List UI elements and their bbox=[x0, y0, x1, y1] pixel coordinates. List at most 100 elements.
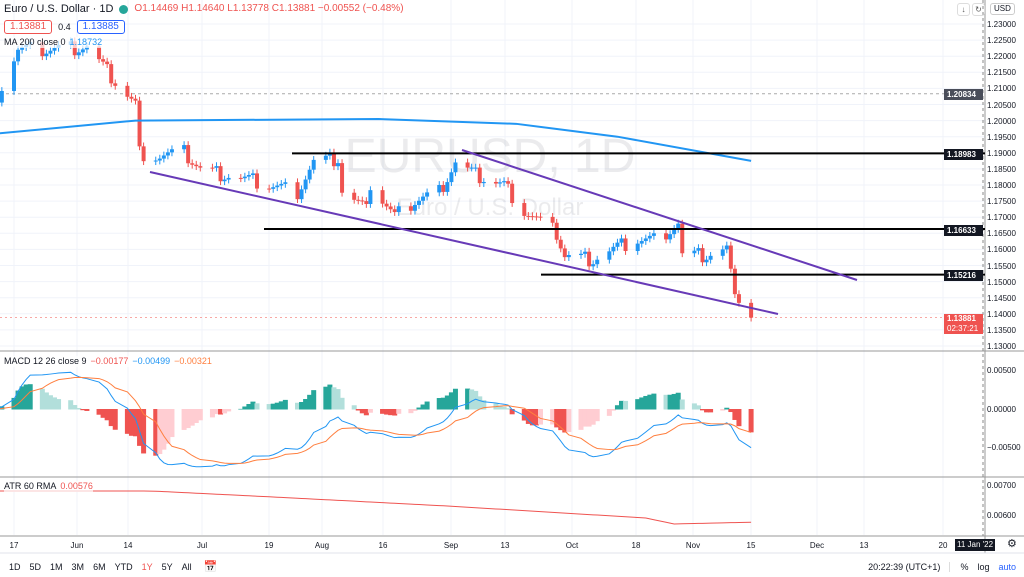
macd-signal-value: −0.00321 bbox=[174, 356, 212, 366]
macd-axis-label: −0.00500 bbox=[987, 443, 1021, 452]
macd-histogram-bar bbox=[724, 407, 730, 410]
macd-histogram-bar bbox=[562, 409, 568, 433]
macd-histogram-bar bbox=[367, 409, 373, 413]
range-button-5d[interactable]: 5D bbox=[29, 561, 42, 572]
range-button-all[interactable]: All bbox=[181, 561, 192, 572]
range-button-5y[interactable]: 5Y bbox=[161, 561, 173, 572]
candle-body bbox=[109, 64, 114, 84]
atr-legend[interactable]: ATR 60 RMA 0.00576 bbox=[4, 481, 93, 492]
candle-body bbox=[303, 179, 308, 190]
candle-body bbox=[530, 216, 535, 218]
date-range-icon[interactable]: 📅 bbox=[203, 561, 218, 573]
price-axis-label: 1.14000 bbox=[987, 309, 1016, 319]
range-button-1d[interactable]: 1D bbox=[9, 561, 21, 572]
level-tag-3: 1.15216 bbox=[944, 270, 983, 281]
macd-histogram-bar bbox=[169, 409, 175, 438]
buy-button[interactable]: 1.13885 bbox=[76, 20, 125, 34]
range-button-1m[interactable]: 1M bbox=[50, 561, 63, 572]
candle-body bbox=[473, 167, 478, 169]
macd-histogram-bar bbox=[412, 409, 418, 411]
macd-histogram-bar bbox=[521, 409, 527, 421]
macd-histogram-bar bbox=[497, 405, 503, 410]
range-button-6m[interactable]: 6M bbox=[93, 561, 106, 572]
macd-histogram-bar bbox=[327, 384, 333, 410]
candle-body bbox=[736, 294, 741, 303]
currency-select[interactable]: USD bbox=[990, 3, 1015, 15]
candle-body bbox=[161, 155, 166, 159]
macd-line bbox=[0, 371, 752, 468]
macd-histogram-bar bbox=[303, 399, 309, 410]
candle-body bbox=[255, 173, 259, 189]
candle-body bbox=[615, 242, 620, 247]
macd-histogram-bar bbox=[448, 392, 454, 410]
macd-histogram-bar bbox=[39, 388, 45, 410]
crosshair-date-tag: 11 Jan '22 bbox=[955, 539, 996, 551]
download-icon[interactable]: ↓ bbox=[957, 3, 970, 16]
price-axis-label: 1.14500 bbox=[987, 293, 1016, 303]
candle-body bbox=[392, 209, 397, 213]
candle-body bbox=[226, 177, 231, 180]
macd-histogram-bar bbox=[647, 394, 653, 410]
ma200-line bbox=[0, 117, 752, 162]
candle-body bbox=[639, 241, 644, 244]
log-toggle[interactable]: log bbox=[977, 561, 990, 572]
candle-body bbox=[680, 223, 685, 254]
candle-body bbox=[647, 235, 652, 239]
macd-histogram-bar bbox=[242, 406, 248, 410]
sell-button[interactable]: 1.13881 bbox=[4, 20, 53, 34]
macd-histogram-bar bbox=[440, 397, 446, 410]
macd-histogram-bar bbox=[529, 409, 535, 426]
candle-body bbox=[165, 152, 170, 156]
candle-body bbox=[708, 255, 713, 260]
macd-histogram-bar bbox=[720, 409, 726, 411]
macd-histogram-bar bbox=[112, 409, 118, 430]
candle-body bbox=[732, 268, 737, 295]
candle-body bbox=[80, 49, 85, 53]
macd-histogram-bar bbox=[133, 409, 138, 437]
percent-toggle[interactable]: % bbox=[949, 561, 968, 572]
price-axis-label: 1.21500 bbox=[987, 68, 1016, 78]
candle-body bbox=[558, 239, 563, 249]
candle-body bbox=[579, 253, 583, 256]
settings-icon[interactable]: ⚙ bbox=[1007, 538, 1017, 550]
macd-histogram-bar bbox=[323, 386, 329, 410]
ma-value: 1.18732 bbox=[69, 37, 103, 47]
price-axis-label: 1.13000 bbox=[987, 342, 1016, 351]
candle-body bbox=[421, 196, 426, 201]
macd-histogram-bar bbox=[254, 403, 260, 410]
macd-histogram-bar bbox=[509, 409, 515, 415]
macd-signal-line bbox=[0, 376, 752, 464]
ma-legend[interactable]: MA 200 close 0 1.18732 bbox=[4, 37, 103, 48]
macd-histogram-bar bbox=[11, 397, 17, 410]
macd-histogram-bar bbox=[157, 409, 163, 455]
candle-body bbox=[587, 251, 592, 267]
macd-histogram-bar bbox=[643, 395, 649, 410]
price-axis-label: 1.19000 bbox=[987, 148, 1016, 158]
atr-line bbox=[0, 490, 752, 525]
range-button-ytd[interactable]: YTD bbox=[114, 561, 133, 572]
candle-body bbox=[242, 176, 247, 179]
time-axis-label: Jul bbox=[196, 541, 208, 550]
price-axis-label: 1.20500 bbox=[987, 100, 1016, 110]
macd-histogram-bar bbox=[639, 397, 645, 410]
macd-histogram-bar bbox=[614, 405, 620, 410]
candle-body bbox=[566, 255, 571, 258]
auto-toggle[interactable]: auto bbox=[998, 561, 1016, 572]
macd-histogram-bar bbox=[15, 390, 21, 410]
macd-histogram-bar bbox=[266, 404, 272, 410]
channel-upper-line bbox=[461, 149, 858, 281]
candle-body bbox=[724, 245, 729, 250]
refresh-icon[interactable]: ↻ bbox=[972, 3, 985, 16]
macd-histogram-bar bbox=[124, 409, 130, 434]
candle-body bbox=[311, 159, 316, 170]
macd-label: MACD 12 26 close 9 bbox=[4, 356, 87, 366]
macd-histogram-bar bbox=[72, 405, 78, 410]
macd-axis-label: 0.00500 bbox=[987, 366, 1016, 375]
macd-legend[interactable]: MACD 12 26 close 9 −0.00177 −0.00499 −0.003… bbox=[4, 356, 212, 367]
range-button-1y[interactable]: 1Y bbox=[141, 561, 153, 572]
macd-histogram-bar bbox=[424, 401, 430, 410]
range-button-3m[interactable]: 3M bbox=[71, 561, 85, 572]
symbol-title[interactable]: Euro / U.S. Dollar · 1D bbox=[4, 3, 114, 15]
candle-body bbox=[388, 206, 393, 210]
